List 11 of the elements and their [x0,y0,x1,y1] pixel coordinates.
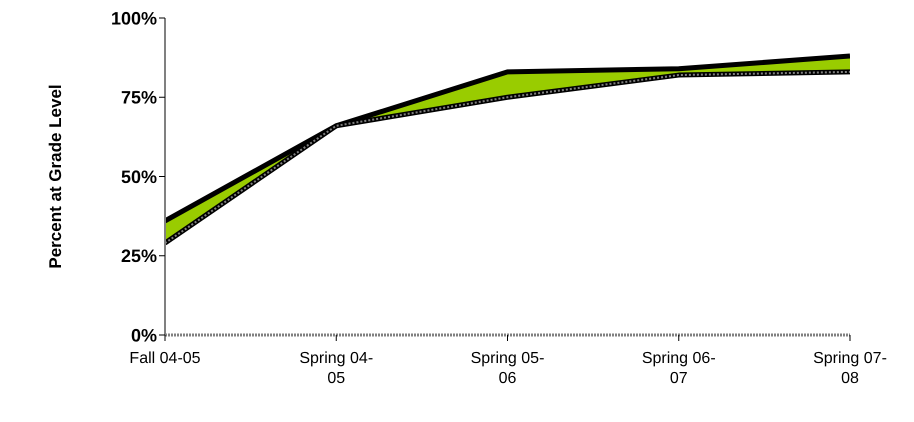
y-tick-label: 75% [120,88,157,108]
y-axis-title: Percent at Grade Level [46,84,66,269]
x-tick-label: Spring 04-05 [299,350,374,387]
y-tick-label: 25% [120,246,157,266]
x-tick-label: Fall 04-05 [129,350,201,367]
y-tick-label: 100% [110,8,157,28]
y-tick-label: 0% [130,325,157,346]
x-tick-label: Spring 06-07 [642,350,716,387]
x-tick-label: Spring 05-06 [470,350,544,387]
y-tick-label: 50% [120,166,157,187]
x-tick-label: Spring 07-08 [813,350,887,387]
